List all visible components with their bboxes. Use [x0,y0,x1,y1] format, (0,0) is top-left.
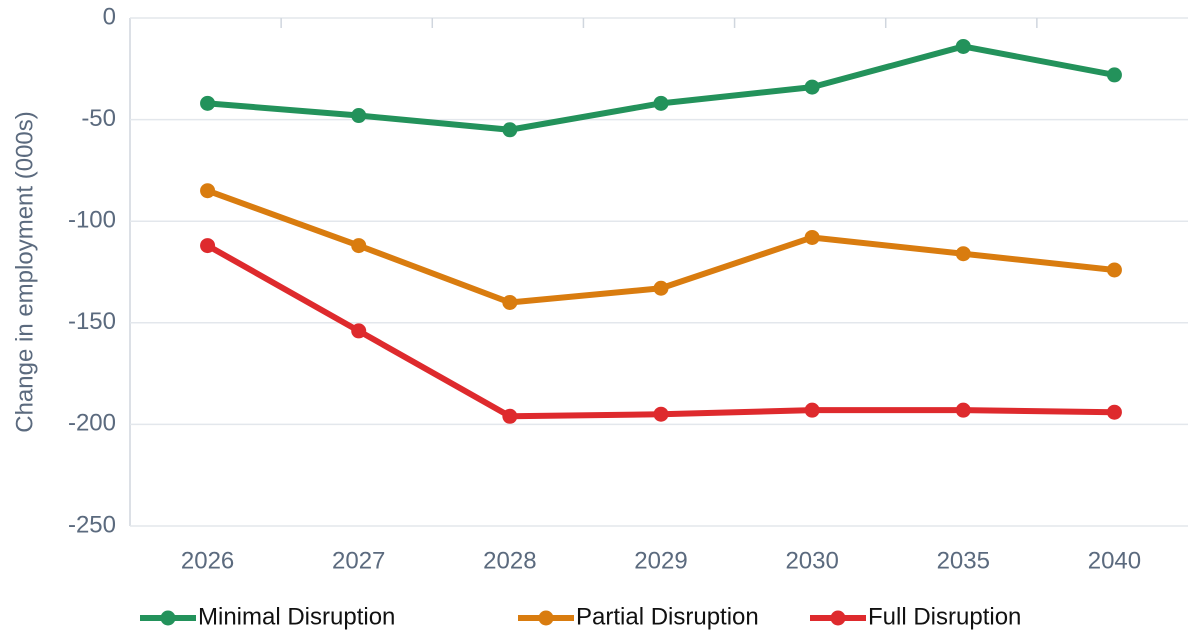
legend-marker [830,610,846,626]
point [653,280,669,296]
point [200,183,216,199]
series-line [206,242,1115,420]
y-tick-label: -200 [68,410,116,437]
point [653,95,669,111]
point [502,122,518,138]
point [653,406,669,422]
point [351,238,367,254]
point [1106,262,1122,278]
y-axis-label: Change in employment (000s) [11,111,38,433]
legend-label: Partial Disruption [576,603,759,630]
x-tick-label: 2026 [181,547,234,574]
y-tick-label: -150 [68,308,116,335]
point [351,108,367,124]
x-tick-label: 2040 [1088,547,1141,574]
y-tick-label: -50 [81,105,116,132]
point [1106,67,1122,83]
point [351,323,367,339]
x-tick-label: 2035 [937,547,990,574]
point [804,79,820,95]
point [502,294,518,310]
x-tick-label: 2028 [483,547,536,574]
x-tick-label: 2029 [634,547,687,574]
point [955,402,971,418]
point [955,38,971,54]
point [955,246,971,262]
y-tick-label: -100 [68,207,116,234]
x-tick-label: 2027 [332,547,385,574]
y-tick-label: 0 [103,3,116,30]
series-line [207,43,1115,133]
point [502,408,518,424]
point [200,238,216,254]
point [804,402,820,418]
legend-label: Full Disruption [868,603,1021,630]
point [1106,404,1122,420]
x-tick-label: 2030 [785,547,838,574]
point [804,229,820,245]
point [200,95,216,111]
y-tick-label: -250 [68,511,116,538]
legend-label: Minimal Disruption [198,603,395,630]
legend-marker [538,610,554,626]
legend-marker [160,610,176,626]
